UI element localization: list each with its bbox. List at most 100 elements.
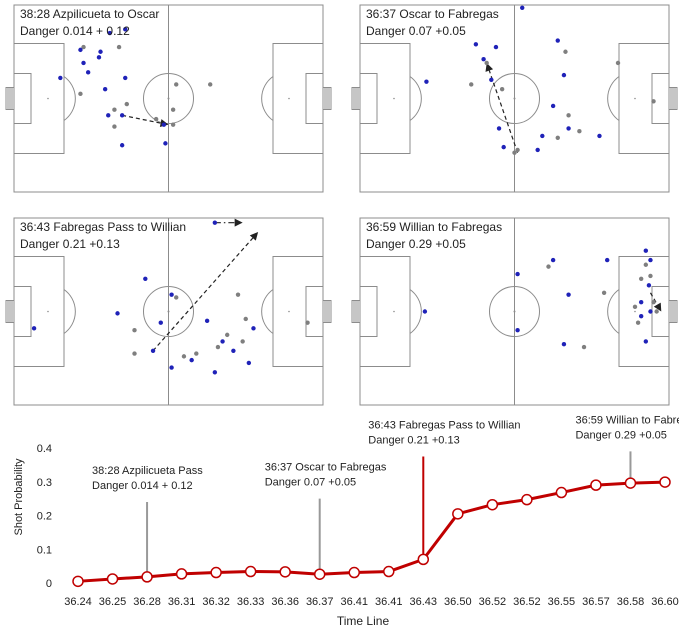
chelsea-player-dot — [98, 49, 103, 54]
data-point — [72, 575, 84, 588]
opponent-player-dot — [648, 273, 653, 279]
x-tick-label: 36.36 — [271, 596, 299, 608]
chelsea-player-dot — [85, 70, 91, 75]
opponent-player-dot — [225, 332, 230, 338]
opponent-player-dot — [484, 60, 489, 66]
opponent-player-dot — [132, 328, 137, 333]
opponent-player-dot — [615, 60, 621, 66]
x-tick-label: 36.37 — [306, 596, 334, 608]
chelsea-player-dot — [643, 339, 649, 344]
pitch-markings — [351, 217, 678, 406]
goal — [5, 87, 15, 110]
opponent-player-dot — [651, 299, 656, 305]
opponent-player-dot — [643, 262, 649, 267]
chelsea-player-dot — [204, 318, 210, 324]
opponent-player-dot — [170, 107, 176, 112]
chelsea-player-dot — [646, 283, 652, 288]
opponent-player-dot — [469, 82, 474, 87]
opponent-player-dot — [635, 320, 641, 325]
data-point — [452, 508, 464, 520]
chelsea-player-dot — [119, 113, 125, 118]
x-tick-label: 36.43 — [410, 596, 438, 608]
opponent-player-dot — [512, 150, 517, 155]
chelsea-player-dot — [555, 38, 560, 43]
chelsea-player-dot — [31, 326, 37, 331]
x-tick-label: 36.52 — [479, 596, 507, 608]
chelsea-player-dot — [566, 292, 571, 297]
chelsea-player-dot — [643, 248, 649, 253]
opponent-player-dot — [235, 292, 241, 297]
chelsea-player-dot — [424, 79, 429, 84]
chelsea-player-dot — [78, 47, 83, 53]
x-axis-label: Time Line — [337, 614, 390, 628]
pass-arrow — [122, 114, 169, 128]
panel-title: 38:28 Azpilicueta to Oscar — [20, 7, 159, 21]
pitch-panel-1: 38:28 Azpilicueta to Oscar Danger 0.014 +… — [5, 0, 332, 200]
chelsea-player-dot — [520, 5, 525, 11]
chelsea-player-dot — [597, 133, 602, 139]
chelsea-player-dot — [158, 320, 163, 325]
chelsea-player-dot — [143, 276, 148, 281]
chelsea-player-dot — [220, 339, 225, 344]
chelsea-player-dot — [535, 147, 540, 153]
chelsea-player-dot — [251, 326, 256, 331]
opponent-player-dot — [632, 304, 638, 310]
panel-danger: Danger 0.21 +0.13 — [20, 237, 120, 251]
data-point — [175, 568, 188, 580]
chelsea-player-dot — [493, 44, 499, 50]
data-point — [313, 568, 326, 580]
chelsea-player-dot — [561, 342, 567, 347]
opponent-player-dot — [240, 339, 245, 344]
chelsea-player-dot — [163, 141, 168, 146]
chelsea-player-dot — [161, 122, 167, 127]
opponent-player-dot — [581, 344, 587, 350]
x-tick-label: 36.31 — [168, 596, 196, 608]
annotation-danger: Danger 0.29 +0.05 — [575, 429, 666, 441]
chelsea-player-dot — [212, 370, 218, 375]
opponent-player-dot — [78, 91, 83, 97]
data-point — [141, 571, 153, 583]
data-point — [486, 498, 499, 511]
opponent-player-dot — [305, 320, 310, 325]
pitch-markings — [5, 217, 332, 406]
opponent-player-dot — [566, 113, 571, 118]
opponent-player-dot — [654, 309, 659, 314]
x-tick-label: 36.58 — [617, 596, 645, 608]
opponent-player-dot — [499, 86, 505, 92]
chelsea-player-dot — [102, 86, 108, 92]
chelsea-player-dot — [638, 299, 644, 305]
chelsea-player-dot — [189, 357, 194, 363]
event-annotation: 36:43 Fabregas Pass to Willian Danger 0.2… — [368, 419, 521, 560]
chelsea-player-dot — [107, 30, 112, 36]
opponent-player-dot — [81, 44, 86, 50]
shot-probability-chart: 38:28 Azpilicueta Pass Danger 0.014 + 0.1… — [13, 415, 679, 628]
chelsea-player-dot — [638, 313, 644, 319]
opponent-player-dot — [124, 101, 129, 107]
opponent-player-dot — [215, 344, 221, 350]
x-tick-label: 36.33 — [237, 596, 265, 608]
chelsea-player-dot — [473, 42, 479, 47]
annotation-event: 36:59 Willian to Fabregas — [575, 415, 679, 426]
annotation-event: 36:43 Fabregas Pass to Willian — [368, 419, 520, 431]
chelsea-player-dot — [481, 57, 486, 62]
pass-arrow — [649, 292, 662, 312]
x-tick-label: 36.52 — [513, 596, 541, 608]
panel-danger: Danger 0.014 + 0.12 — [20, 24, 130, 38]
x-tick-label: 36.32 — [202, 596, 230, 608]
y-tick-label: 0.3 — [37, 477, 52, 489]
annotation-event: 38:28 Azpilicueta Pass — [92, 465, 203, 477]
opponent-player-dot — [243, 316, 248, 322]
pitch-panel-2: 36:37 Oscar to Fabregas Danger 0.07 +0.05 — [351, 0, 678, 200]
x-tick-label: 36.41 — [375, 596, 403, 608]
panel-title: 36:37 Oscar to Fabregas — [366, 7, 499, 21]
panel-danger: Danger 0.07 +0.05 — [366, 24, 466, 38]
data-point — [210, 566, 222, 579]
chelsea-player-dot — [496, 126, 502, 131]
goal — [322, 87, 332, 110]
data-point — [348, 566, 360, 579]
opponent-player-dot — [546, 264, 551, 269]
x-tick-label: 36.50 — [444, 596, 472, 608]
chelsea-player-dot — [515, 328, 520, 333]
chelsea-player-dot — [123, 27, 128, 32]
goal — [351, 87, 361, 110]
